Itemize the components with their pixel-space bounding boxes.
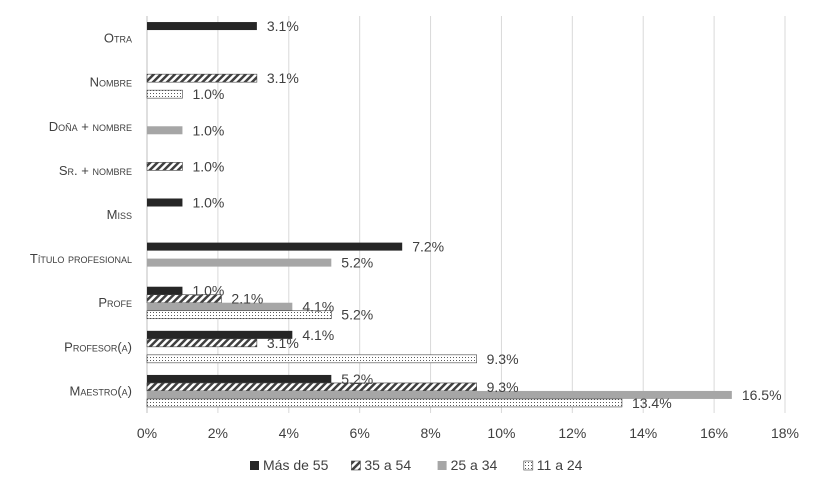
bar — [147, 258, 332, 267]
x-tick-label: 2% — [208, 425, 228, 441]
x-tick-label: 8% — [420, 425, 440, 441]
category-label: Otra — [104, 31, 132, 46]
data-label: 5.2% — [341, 255, 373, 271]
data-label: 2.1% — [231, 291, 263, 307]
x-tick-label: 6% — [350, 425, 370, 441]
x-tick-labels: 0% 2% 4% 6% 8% 10% 12% 14% 16% 18% — [137, 425, 799, 441]
data-label: 3.1% — [267, 18, 299, 34]
bar — [147, 390, 732, 399]
bars — [146, 22, 732, 408]
x-tick-label: 12% — [558, 425, 586, 441]
legend-label: Más de 55 — [263, 457, 329, 473]
data-label: 4.1% — [302, 327, 334, 343]
bar — [146, 354, 477, 364]
data-label: 1.0% — [192, 195, 224, 211]
x-tick-label: 4% — [279, 425, 299, 441]
bar — [147, 302, 293, 311]
data-label: 1.0% — [192, 86, 224, 102]
category-label: Maestro(a) — [70, 383, 133, 398]
bar — [147, 330, 293, 339]
bar — [146, 89, 183, 99]
data-label: 13.4% — [632, 395, 672, 411]
data-label: 1.0% — [192, 122, 224, 138]
bar — [146, 338, 258, 348]
legend-label: 35 a 54 — [364, 457, 411, 473]
legend-swatch — [523, 460, 534, 471]
bar — [147, 286, 183, 295]
category-label: Doña + nombre — [49, 119, 132, 134]
bar — [147, 242, 403, 251]
data-label: 7.2% — [412, 239, 444, 255]
bar — [146, 162, 183, 171]
category-labels: Maestro(a) Profesor(a) Profe Título profesi… — [30, 31, 132, 399]
data-labels: 5.2% 9.3% 16.5%13.4%4.1%3.1%9.3%1.0% 2.1% 4.… — [192, 18, 781, 411]
data-label: 3.1% — [267, 335, 299, 351]
bar — [147, 198, 183, 207]
data-label: 3.1% — [267, 70, 299, 86]
legend-swatch — [437, 461, 447, 470]
legend-label: 11 a 24 — [537, 457, 583, 473]
data-label: 5.2% — [341, 371, 373, 387]
x-tick-label: 18% — [771, 425, 799, 441]
category-label: Título profesional — [30, 251, 132, 266]
x-tick-label: 10% — [487, 425, 515, 441]
data-label: 1.0% — [192, 283, 224, 299]
category-label: Miss — [107, 207, 132, 222]
data-label: 16.5% — [742, 387, 782, 403]
category-label: Sr. + nombre — [59, 163, 132, 178]
category-label: Profesor(a) — [64, 339, 132, 354]
data-label: 9.3% — [487, 351, 519, 367]
data-label: 5.2% — [341, 307, 373, 323]
legend-swatch — [250, 461, 259, 470]
bar — [147, 374, 332, 383]
bar — [147, 22, 257, 31]
bar — [146, 73, 258, 83]
x-tick-label: 14% — [629, 425, 657, 441]
bar — [146, 398, 623, 408]
legend-swatch — [351, 460, 361, 471]
data-label: 9.3% — [487, 379, 519, 395]
bar — [146, 310, 332, 320]
data-label: 4.1% — [302, 299, 334, 315]
x-tick-label: 0% — [137, 425, 157, 441]
data-label: 1.0% — [192, 158, 224, 174]
legend-label: 25 a 34 — [451, 457, 498, 473]
category-label: Profe — [98, 295, 132, 310]
bar — [146, 382, 477, 392]
category-label: Nombre — [90, 75, 132, 90]
bar — [147, 126, 183, 135]
legend: Más de 55 35 a 54 25 a 34 11 a 24 — [250, 457, 583, 473]
x-tick-label: 16% — [700, 425, 728, 441]
